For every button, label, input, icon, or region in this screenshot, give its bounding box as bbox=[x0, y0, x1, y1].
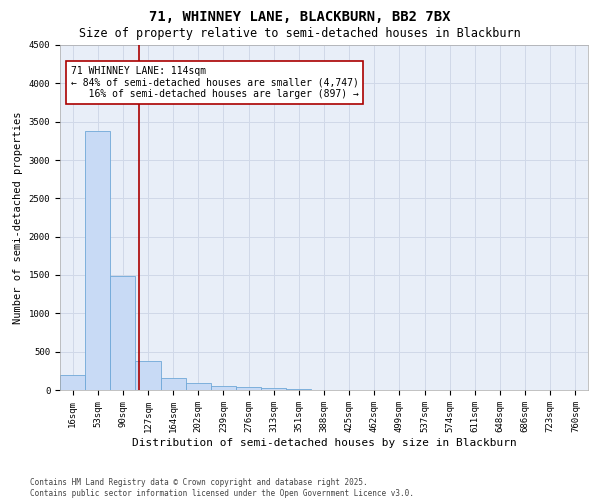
Bar bbox=[85, 131, 110, 390]
Bar bbox=[186, 383, 211, 390]
Bar bbox=[236, 387, 261, 390]
Bar bbox=[136, 361, 161, 390]
X-axis label: Distribution of semi-detached houses by size in Blackburn: Distribution of semi-detached houses by … bbox=[131, 438, 517, 448]
Text: 71 WHINNEY LANE: 114sqm
← 84% of semi-detached houses are smaller (4,747)
   16%: 71 WHINNEY LANE: 114sqm ← 84% of semi-de… bbox=[71, 66, 358, 99]
Bar bbox=[60, 374, 85, 390]
Bar bbox=[161, 378, 186, 390]
Text: Size of property relative to semi-detached houses in Blackburn: Size of property relative to semi-detach… bbox=[79, 28, 521, 40]
Bar bbox=[261, 388, 286, 390]
Y-axis label: Number of semi-detached properties: Number of semi-detached properties bbox=[13, 112, 23, 324]
Text: Contains HM Land Registry data © Crown copyright and database right 2025.
Contai: Contains HM Land Registry data © Crown c… bbox=[30, 478, 414, 498]
Bar bbox=[211, 386, 236, 390]
Bar bbox=[286, 389, 311, 390]
Text: 71, WHINNEY LANE, BLACKBURN, BB2 7BX: 71, WHINNEY LANE, BLACKBURN, BB2 7BX bbox=[149, 10, 451, 24]
Bar bbox=[110, 276, 136, 390]
